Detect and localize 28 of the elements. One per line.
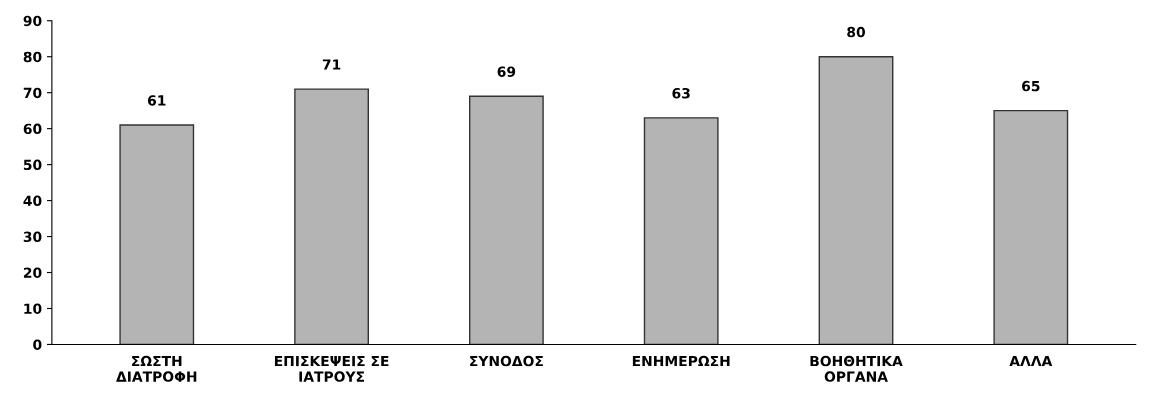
data-label: 61 [147,95,166,106]
bar [818,56,894,345]
bar [119,124,195,345]
bar [468,95,544,345]
data-label: 69 [497,66,516,77]
y-tick-label: 50 [23,159,42,171]
y-tick-label: 60 [23,123,42,135]
y-tick-label: 10 [24,303,42,314]
bar [993,109,1069,345]
data-label: 63 [672,88,690,99]
y-tick-label: 0 [33,339,42,350]
y-tick-label: 80 [23,51,42,63]
x-tick-label: ΣΥΝΟΔΟΣ [470,355,543,367]
y-tick-label: 70 [23,87,42,99]
bar [294,88,369,345]
x-tick-label: ΕΝΗΜΕΡΩΣΗ [632,355,730,367]
bar [643,117,719,345]
y-tick-label: 30 [23,231,42,243]
x-tick-label: ΕΠΙΣΚΕΨΕΙΣ ΣΕ ΙΑΤΡΟΥΣ [274,355,389,382]
y-tick-label: 90 [23,15,42,27]
y-tick-label: 20 [23,267,42,278]
x-tick-label: ΒΟΗΘΗΤΙΚΑ ΟΡΓΑΝΑ [810,355,903,382]
data-label: 65 [1022,80,1040,92]
data-label: 71 [322,59,341,70]
x-tick-label: ΣΩΣΤΗ ΔΙΑΤΡΟΦΗ [116,355,197,382]
y-tick-label: 40 [23,195,42,207]
data-label: 80 [847,26,866,38]
x-tick-label: ΑΛΛΑ [1009,355,1053,367]
